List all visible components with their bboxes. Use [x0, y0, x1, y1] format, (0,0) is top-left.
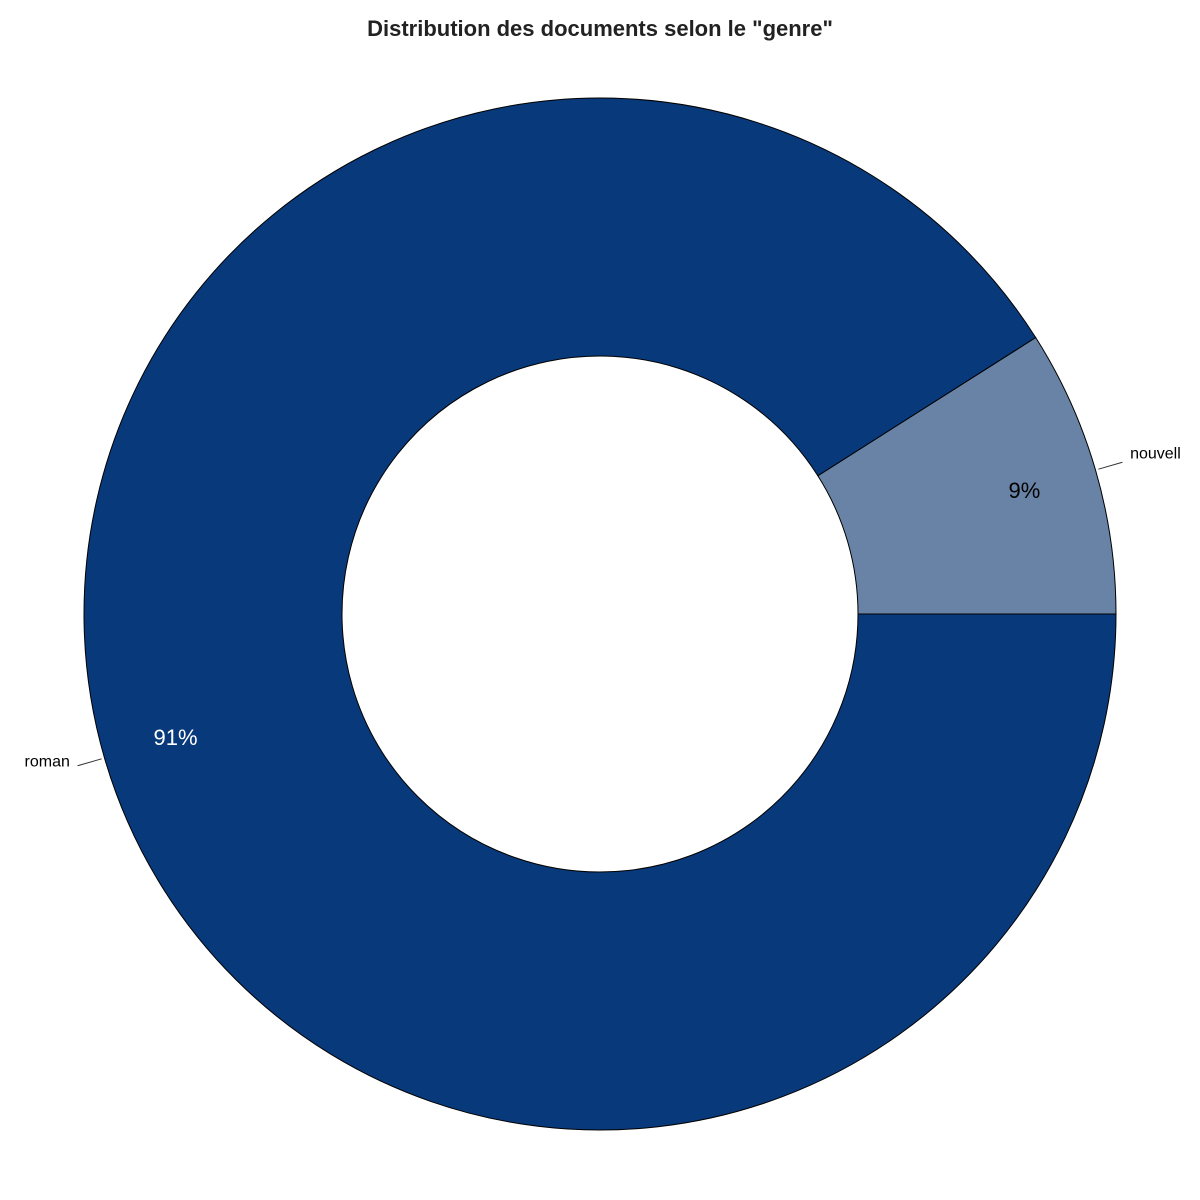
slice-nouvell [817, 336, 1117, 615]
category-label-roman: roman [25, 754, 70, 771]
chart-title: Distribution des documents selon le "gen… [367, 16, 833, 41]
leader-line-roman [77, 758, 102, 767]
slice-roman [83, 97, 1117, 1131]
category-label-nouvell: nouvell [1130, 445, 1181, 462]
percent-label-roman: 91% [154, 725, 198, 750]
leader-line-nouvell [1098, 461, 1123, 470]
percent-label-nouvell: 9% [1009, 478, 1041, 503]
